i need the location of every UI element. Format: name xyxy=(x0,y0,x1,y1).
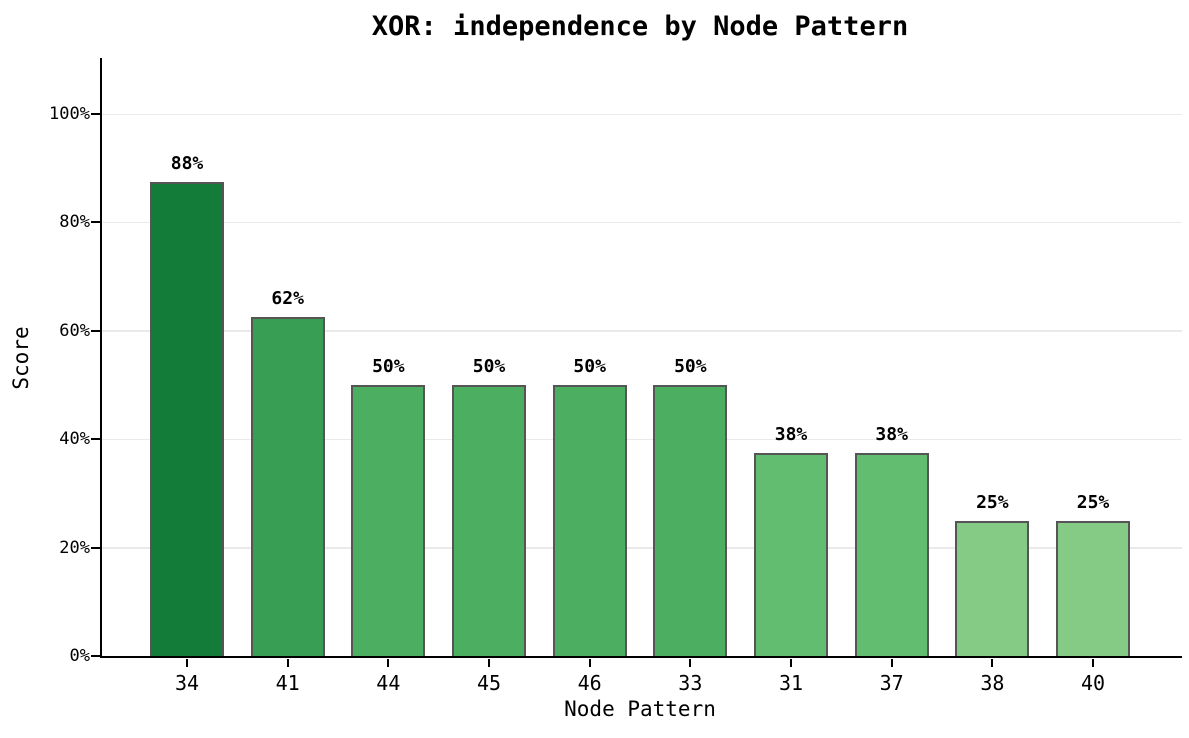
bar xyxy=(452,385,526,656)
x-tick-label: 44 xyxy=(376,671,401,695)
x-tick-label: 45 xyxy=(476,671,502,695)
bar-value-label: 25% xyxy=(976,491,1009,513)
x-tick-mark xyxy=(1092,659,1095,667)
bar xyxy=(351,385,426,656)
x-tick-mark xyxy=(890,659,893,667)
bar-value-label: 38% xyxy=(774,423,808,445)
y-tick-mark xyxy=(91,113,100,115)
bar-value-label: 25% xyxy=(1076,491,1110,513)
bar xyxy=(250,317,325,656)
bar-value-label: 50% xyxy=(372,356,405,377)
gridline xyxy=(102,547,1182,549)
x-tick-mark xyxy=(689,659,692,667)
y-tick-mark xyxy=(91,329,100,332)
bar-value-label: 50% xyxy=(573,356,606,377)
y-tick-label: 100% xyxy=(49,104,90,124)
x-tick-mark xyxy=(488,659,490,667)
y-tick-label: 0% xyxy=(69,646,90,666)
x-tick-label: 40 xyxy=(1080,671,1106,695)
x-tick-label: 31 xyxy=(778,671,804,695)
y-tick-mark xyxy=(91,221,100,224)
gridline xyxy=(102,221,1182,224)
x-axis-label: Node Pattern xyxy=(564,697,716,721)
x-tick-label: 33 xyxy=(678,671,703,695)
gridline xyxy=(102,113,1182,115)
bar xyxy=(854,452,929,656)
x-tick-mark xyxy=(790,659,793,667)
bar xyxy=(150,181,224,656)
bar-value-label: 50% xyxy=(674,356,707,377)
x-tick-label: 46 xyxy=(577,671,602,695)
gridline xyxy=(102,438,1182,441)
y-tick-mark xyxy=(91,546,100,549)
bar-value-label: 62% xyxy=(271,288,304,310)
bar-value-label: 88% xyxy=(170,152,204,174)
x-tick-mark xyxy=(991,659,994,667)
bar xyxy=(1056,520,1131,656)
x-tick-label: 37 xyxy=(879,671,904,695)
x-tick-label: 38 xyxy=(980,671,1005,695)
chart-title: XOR: independence by Node Pattern xyxy=(371,11,909,42)
bar xyxy=(653,385,728,656)
y-axis-label: Score xyxy=(9,326,33,390)
x-tick-mark xyxy=(286,659,289,667)
bar xyxy=(754,452,829,656)
bar-value-label: 50% xyxy=(472,356,506,377)
y-tick-label: 60% xyxy=(59,320,90,341)
x-tick-mark xyxy=(387,659,390,667)
x-tick-label: 34 xyxy=(174,671,200,695)
x-tick-label: 41 xyxy=(275,671,300,695)
bar xyxy=(552,385,627,656)
x-tick-mark xyxy=(588,659,591,667)
plot-area: 0% 20% 40% 60% 80% 100% 88% 34 62% 41 50% 44 50% 45 50… xyxy=(49,58,1182,695)
y-tick-label: 40% xyxy=(59,429,90,450)
bar-value-label: 38% xyxy=(875,423,908,445)
y-tick-label: 80% xyxy=(59,212,90,233)
y-tick-mark xyxy=(91,655,100,657)
y-tick-label: 20% xyxy=(59,537,90,558)
gridline xyxy=(102,330,1182,332)
bar xyxy=(955,520,1030,656)
y-tick-mark xyxy=(91,438,100,441)
x-tick-mark xyxy=(186,659,188,667)
